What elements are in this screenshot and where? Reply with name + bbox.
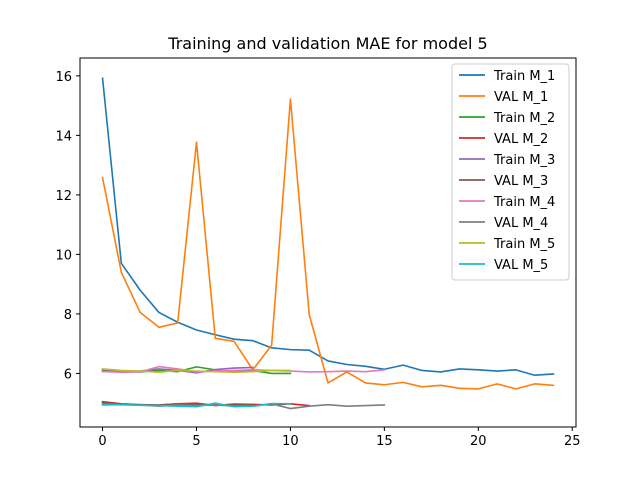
- legend-label: VAL M_2: [494, 132, 548, 147]
- legend-label: VAL M_5: [494, 258, 548, 273]
- y-tick-label: 16: [55, 70, 72, 85]
- plot-lines: [101, 77, 555, 410]
- legend-label: VAL M_1: [494, 90, 548, 105]
- y-axis: 6 8 10 12 14 16: [55, 70, 80, 382]
- legend-label: Train M_5: [493, 237, 555, 252]
- series-line-7: [101, 365, 386, 374]
- x-tick-label: 10: [282, 434, 299, 449]
- series-line-9: [101, 368, 292, 374]
- y-tick-label: 8: [64, 308, 72, 323]
- y-tick-label: 6: [64, 367, 72, 382]
- x-tick-label: 25: [564, 434, 581, 449]
- legend: Train M_1 VAL M_1 Train M_2 VAL M_2 Train M_…: [451, 63, 570, 281]
- legend-label: Train M_4: [493, 195, 555, 210]
- chart-title: Training and validation MAE for model 5: [167, 34, 487, 53]
- plot-frame: [79, 57, 577, 428]
- x-axis: 0 5 10 15 20 25: [98, 427, 581, 449]
- x-tick-label: 0: [98, 434, 106, 449]
- legend-box: [451, 63, 570, 281]
- x-tick-label: 15: [376, 434, 393, 449]
- legend-label: Train M_1: [493, 69, 555, 84]
- y-tick-label: 14: [55, 129, 72, 144]
- legend-label: Train M_3: [493, 153, 555, 168]
- y-tick-label: 10: [55, 248, 72, 263]
- legend-label: VAL M_4: [494, 216, 548, 231]
- x-tick-label: 20: [470, 434, 487, 449]
- legend-label: Train M_2: [493, 111, 555, 126]
- legend-label: VAL M_3: [494, 174, 548, 189]
- series-line-10: [101, 402, 292, 408]
- series-line-2: [101, 98, 555, 390]
- x-tick-label: 5: [192, 434, 200, 449]
- y-tick-label: 12: [55, 189, 72, 204]
